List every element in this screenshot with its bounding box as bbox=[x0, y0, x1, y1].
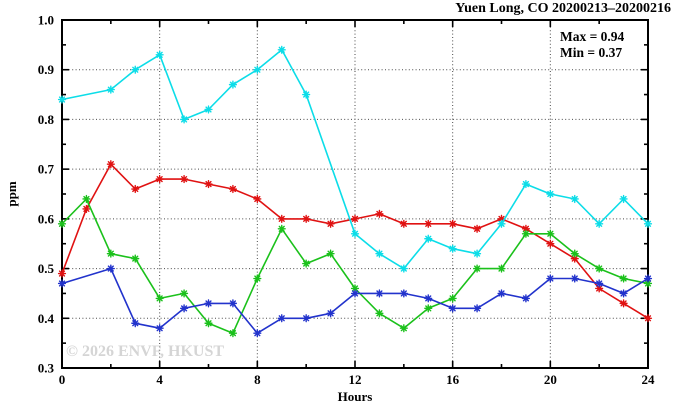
series-markers-green bbox=[57, 194, 653, 338]
y-tick-label: 1.0 bbox=[38, 13, 54, 28]
series-markers-red bbox=[57, 160, 653, 323]
x-tick-label: 16 bbox=[446, 372, 460, 387]
x-tick-label: 12 bbox=[349, 372, 362, 387]
y-tick-label: 0.4 bbox=[38, 311, 55, 326]
y-tick-label: 0.3 bbox=[38, 361, 55, 376]
y-tick-label: 0.7 bbox=[38, 162, 55, 177]
y-tick-label: 0.9 bbox=[38, 62, 55, 77]
y-axis-label: ppm bbox=[4, 181, 19, 206]
series-markers-blue bbox=[57, 264, 653, 338]
y-tick-label: 0.5 bbox=[38, 261, 55, 276]
stat-max-label: Max = 0.94 bbox=[560, 29, 625, 44]
watermark: © 2026 ENVF, HKUST bbox=[66, 343, 224, 360]
stat-min-label: Min = 0.37 bbox=[560, 45, 622, 60]
plot-area: 0 4 8 12 16 20 24 0.3 0.4 0.5 0.6 0.7 0.8 0.9 1.0 bbox=[38, 13, 655, 388]
series-markers-cyan bbox=[57, 45, 653, 273]
y-tick-label: 0.8 bbox=[38, 112, 55, 127]
x-tick-label: 4 bbox=[156, 372, 163, 387]
plot-border bbox=[61, 19, 649, 369]
x-tick-label: 8 bbox=[254, 372, 261, 387]
x-tick-label: 24 bbox=[642, 372, 656, 387]
x-axis-label: Hours bbox=[338, 389, 373, 404]
y-tick-label: 0.6 bbox=[38, 211, 55, 226]
x-tick-label: 20 bbox=[544, 372, 557, 387]
x-tick-label: 0 bbox=[59, 372, 66, 387]
chart-title: Yuen Long, CO 20200213–20200216 bbox=[455, 1, 671, 16]
